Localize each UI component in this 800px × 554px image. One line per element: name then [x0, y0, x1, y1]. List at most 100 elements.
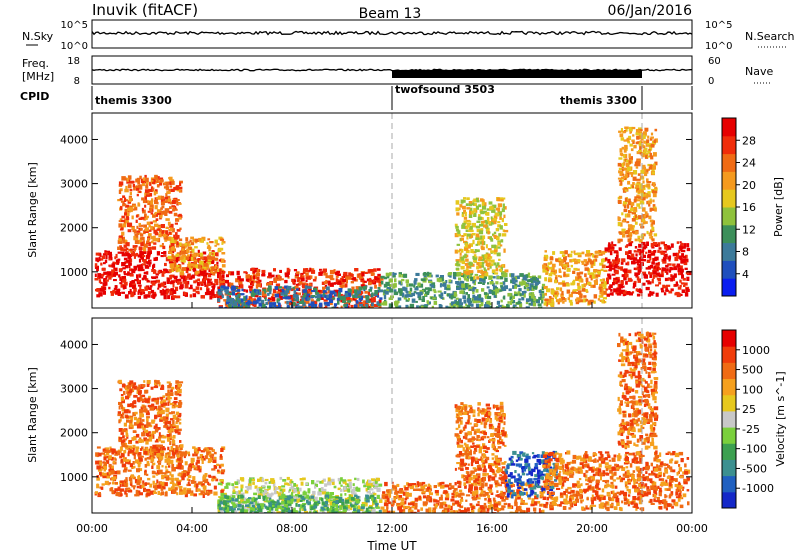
rti-cell — [159, 401, 164, 404]
rti-cell — [532, 302, 537, 307]
rti-cell — [348, 272, 351, 276]
rti-cell — [393, 289, 397, 292]
rti-cell — [617, 177, 622, 180]
rti-cell — [160, 446, 165, 449]
rti-cell — [545, 267, 548, 270]
rti-cell — [217, 508, 221, 513]
rti-cell — [613, 288, 617, 293]
rti-cell — [609, 248, 615, 251]
rti-cell — [516, 292, 521, 296]
rti-cell — [173, 212, 178, 217]
rti-cell — [118, 379, 122, 384]
rti-cell — [177, 465, 182, 470]
freq-label-line2: [MHz] — [22, 70, 54, 83]
rti-cell — [630, 202, 635, 206]
rti-cell — [150, 236, 155, 240]
rti-cell — [178, 278, 182, 282]
rti-cell — [147, 200, 150, 204]
rti-cell — [135, 433, 140, 438]
rti-cell — [642, 271, 647, 274]
rti-cell — [389, 284, 392, 287]
rti-cell — [133, 247, 136, 252]
rti-cell — [161, 474, 165, 480]
rti-cell — [649, 257, 652, 261]
rti-cell — [162, 416, 166, 421]
rti-cell — [209, 252, 212, 256]
rti-cell — [495, 228, 499, 232]
rti-cell — [179, 180, 183, 184]
rti-cell — [321, 491, 326, 495]
rti-cell — [269, 281, 273, 285]
rti-cell — [382, 293, 386, 296]
rti-cell — [162, 233, 166, 238]
rti-cell — [203, 261, 206, 264]
rti-cell — [175, 279, 179, 283]
rti-cell — [645, 251, 648, 254]
rti-cell — [583, 259, 588, 263]
rti-cell — [316, 480, 320, 483]
rti-cell — [624, 245, 628, 248]
rti-cell — [144, 469, 147, 473]
rti-cell — [127, 415, 131, 419]
rti-cell — [585, 261, 588, 264]
rti-cell — [646, 230, 649, 235]
rti-cell — [195, 279, 198, 283]
rti-cell — [337, 281, 342, 285]
rti-cell — [573, 267, 578, 271]
rti-cell — [549, 300, 552, 304]
rti-cell — [149, 181, 152, 186]
rti-cell — [482, 270, 487, 274]
rti-cell — [471, 210, 475, 215]
rti-cell — [117, 246, 121, 250]
rti-cell — [146, 380, 151, 384]
rti-cell — [129, 248, 135, 251]
rti-cell — [655, 264, 660, 269]
rti-cell — [131, 252, 135, 257]
rti-cell — [167, 221, 171, 226]
rti-cell — [623, 153, 628, 159]
rti-cell — [129, 268, 133, 272]
rti-cell — [652, 152, 657, 157]
rti-cell — [140, 291, 143, 296]
rti-cell — [368, 300, 371, 304]
rti-cell — [634, 221, 638, 225]
rti-cell — [629, 143, 633, 147]
rti-cell — [166, 462, 170, 465]
rti-cell — [121, 406, 124, 410]
rti-cell — [611, 273, 616, 276]
rti-cell — [308, 303, 311, 307]
rti-cell — [599, 284, 603, 287]
rti-cell — [319, 480, 324, 484]
rti-cell — [205, 274, 208, 277]
rti-cell — [267, 292, 270, 296]
rti-cell — [261, 269, 266, 274]
rti-cell — [623, 167, 628, 171]
rti-cell — [501, 208, 505, 213]
rti-cell — [415, 292, 420, 295]
rti-cell — [160, 201, 165, 206]
rti-cell — [408, 291, 412, 296]
rti-cell — [410, 292, 415, 297]
rti-cell — [157, 287, 160, 290]
rti-cell — [182, 474, 185, 478]
rti-cell — [322, 488, 327, 492]
rti-cell — [303, 268, 307, 272]
rti-cell — [626, 244, 629, 247]
rti-cell — [488, 221, 491, 225]
rti-cell — [248, 296, 253, 301]
rti-cell — [136, 264, 141, 268]
rti-cell — [628, 153, 631, 158]
rti-cell — [428, 272, 432, 275]
rti-cell — [371, 299, 375, 302]
rti-cell — [459, 252, 462, 256]
rti-cell — [156, 465, 161, 470]
rti-cell — [335, 278, 338, 283]
rti-cell — [630, 172, 634, 178]
rti-cell — [388, 297, 393, 300]
rti-cell — [452, 272, 457, 277]
rti-cell — [621, 220, 626, 223]
rti-cell — [618, 180, 622, 183]
rti-cell — [168, 397, 172, 400]
rti-cell — [186, 254, 190, 257]
rti-cell — [304, 295, 309, 300]
